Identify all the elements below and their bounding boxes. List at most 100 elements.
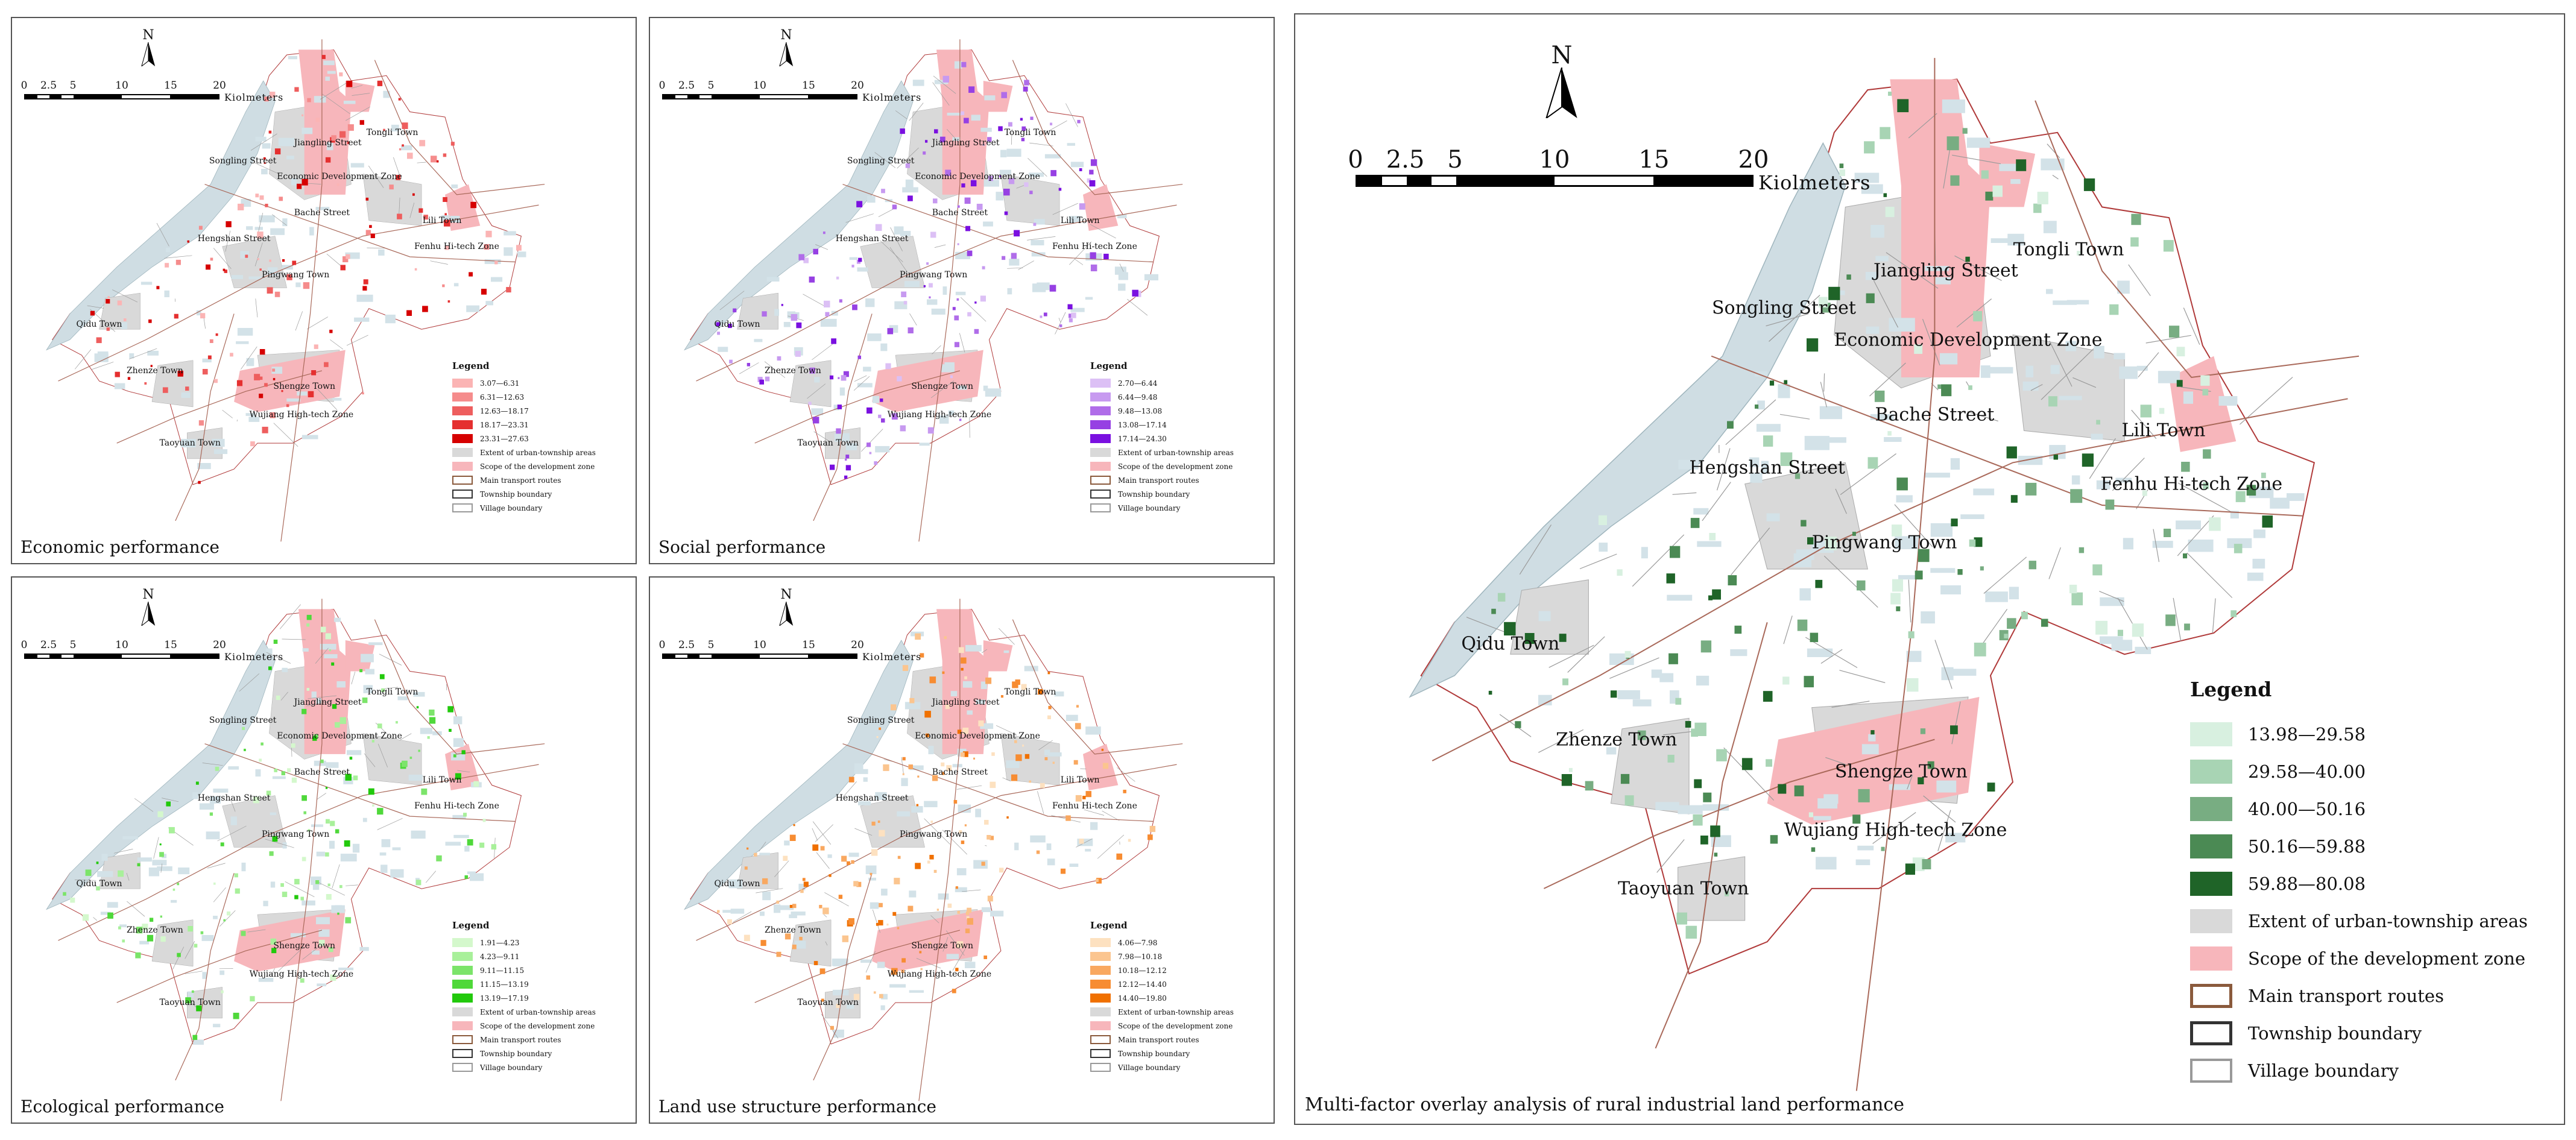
water-body <box>237 328 253 336</box>
industrial-land-patch <box>2163 240 2174 252</box>
water-body <box>413 691 425 697</box>
main-transport-route <box>754 930 961 1003</box>
legend-layer-item: Village boundary <box>2190 1052 2528 1089</box>
village-boundary-line <box>399 733 412 741</box>
village-boundary-line <box>185 940 195 959</box>
legend-layer-item: Scope of the development zone <box>1090 459 1234 473</box>
water-body <box>967 710 973 715</box>
water-body <box>965 962 976 968</box>
industrial-land-patch <box>957 205 960 208</box>
legend-layer-label: Village boundary <box>1118 503 1181 512</box>
industrial-land-patch <box>473 781 479 787</box>
industrial-land-patch <box>325 157 331 163</box>
water-body <box>827 854 832 858</box>
water-body <box>152 860 167 866</box>
industrial-land-patch <box>1020 118 1023 121</box>
place-label-econ: Economic Development Zone <box>915 171 1040 181</box>
scale-tick-label: 20 <box>213 80 226 92</box>
industrial-land-patch <box>961 667 964 671</box>
industrial-land-patch <box>809 367 815 374</box>
industrial-land-patch <box>908 195 913 201</box>
urban-township-area <box>1678 856 1746 921</box>
industrial-land-patch <box>96 861 99 864</box>
water-body <box>314 96 326 103</box>
industrial-land-patch <box>857 355 861 359</box>
industrial-land-patch <box>830 1025 834 1030</box>
industrial-land-patch <box>1890 593 1901 605</box>
industrial-land-patch <box>2041 619 2048 627</box>
scale-tick-label: 0 <box>658 80 666 92</box>
scale-tick-label: 0 <box>21 639 28 651</box>
industrial-land-patch <box>1763 691 1773 702</box>
main-transport-route <box>918 599 961 1101</box>
water-body <box>258 977 274 982</box>
water-body <box>1825 437 1846 443</box>
water-body <box>2136 365 2148 371</box>
industrial-land-patch <box>822 907 829 915</box>
village-boundary-line <box>962 889 981 892</box>
industrial-land-patch <box>1887 431 1892 436</box>
industrial-land-patch <box>789 834 796 841</box>
legend-swatch <box>452 938 473 947</box>
industrial-land-patch <box>90 310 95 316</box>
water-body <box>955 291 966 295</box>
legend-range-item: 50.16—59.88 <box>2190 828 2528 865</box>
water-body <box>368 642 383 646</box>
village-boundary-line <box>924 818 950 845</box>
industrial-land-patch <box>1716 749 1727 761</box>
industrial-land-patch <box>1973 311 1983 322</box>
industrial-land-patch <box>315 880 320 884</box>
village-boundary-line <box>1783 616 1793 644</box>
village-boundary-line <box>113 849 133 854</box>
industrial-land-patch <box>1675 698 1682 705</box>
water-body <box>1756 424 1781 432</box>
water-body <box>504 247 513 256</box>
legend-range-label: 13.98—29.58 <box>2248 724 2366 745</box>
industrial-land-patch <box>2181 462 2190 472</box>
water-body <box>1935 277 1951 285</box>
village-boundary-line <box>1779 414 1810 420</box>
water-body <box>1678 459 1699 470</box>
legend-layer-label: Main transport routes <box>1118 1035 1199 1044</box>
industrial-land-patch <box>2071 592 2083 606</box>
industrial-land-patch <box>2092 564 2103 576</box>
water-body <box>201 935 214 941</box>
village-boundary-line <box>351 85 363 89</box>
industrial-land-patch <box>257 231 264 239</box>
industrial-land-patch <box>300 978 305 983</box>
industrial-land-patch <box>160 915 162 918</box>
water-body <box>795 940 806 949</box>
industrial-land-patch <box>127 377 131 380</box>
industrial-land-patch <box>2233 544 2243 553</box>
water-body <box>270 881 276 888</box>
village-boundary-line <box>2212 598 2216 633</box>
place-label-taoyuan: Taoyuan Town <box>797 998 859 1008</box>
legend-swatch <box>452 1007 473 1016</box>
place-label-wujiang: Wujiang High-tech Zone <box>1784 819 2007 841</box>
village-boundary-line <box>816 852 830 869</box>
industrial-land-patch <box>1491 608 1496 614</box>
industrial-land-patch <box>195 781 199 785</box>
village-boundary-line <box>1954 255 2002 282</box>
water-body <box>1940 585 1961 594</box>
industrial-land-patch <box>159 843 162 846</box>
industrial-land-patch <box>213 882 216 885</box>
industrial-land-patch <box>162 387 168 393</box>
industrial-land-patch <box>930 231 936 238</box>
legend-layer-label: Scope of the development zone <box>480 462 595 471</box>
water-body <box>857 383 873 388</box>
main-transport-route <box>1012 619 1183 755</box>
legend-swatch <box>452 503 473 512</box>
legend-swatch <box>2190 722 2232 746</box>
legend-layer-item: Scope of the development zone <box>452 459 596 473</box>
scale-tick-label: 10 <box>753 80 766 92</box>
water-body <box>114 383 125 389</box>
place-label-bache: Bache Street <box>932 207 988 218</box>
water-body <box>950 691 958 697</box>
village-boundary-line <box>1840 453 1896 496</box>
industrial-land-patch <box>1562 678 1568 685</box>
water-body <box>263 901 268 907</box>
industrial-land-patch <box>965 912 970 915</box>
village-boundary-line <box>134 798 154 812</box>
water-body <box>1029 172 1044 177</box>
